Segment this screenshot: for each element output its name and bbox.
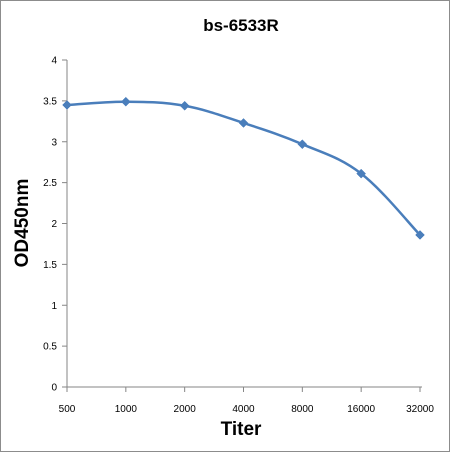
x-tick-label: 32000 [406, 404, 434, 415]
x-tick-label: 16000 [347, 404, 375, 415]
y-tick-label: 3 [51, 137, 57, 148]
chart-title: bs-6533R [203, 16, 279, 35]
y-axis: 0 0.5 1 1.5 2 2.5 3 3.5 4 [43, 56, 68, 394]
y-tick-label: 1.5 [43, 260, 57, 271]
x-axis-title: Titer [221, 419, 262, 440]
x-tick-label: 500 [59, 404, 76, 415]
x-tick-label: 1000 [115, 404, 138, 415]
y-tick-label: 2.5 [43, 178, 57, 189]
y-axis-title: OD450nm [12, 179, 33, 268]
y-tick-label: 0 [51, 383, 57, 394]
x-tick-label: 8000 [291, 404, 314, 415]
data-point-marker [179, 100, 190, 111]
x-tick-label: 2000 [174, 404, 197, 415]
data-point-marker [415, 230, 425, 240]
data-point-marker [297, 139, 308, 150]
y-tick-label: 3.5 [43, 96, 57, 107]
data-point-marker [120, 96, 131, 107]
y-tick-label: 2 [51, 219, 57, 230]
x-tick-label: 4000 [232, 404, 255, 415]
x-axis: 500 1000 2000 4000 8000 16000 32000 [59, 386, 434, 415]
y-tick-label: 1 [51, 301, 57, 312]
data-point-marker [62, 100, 72, 110]
data-point-marker [238, 118, 249, 128]
y-tick-label: 0.5 [43, 342, 57, 353]
y-tick-label: 4 [51, 56, 57, 67]
data-point-marker [356, 168, 367, 179]
series-layer [62, 96, 425, 240]
